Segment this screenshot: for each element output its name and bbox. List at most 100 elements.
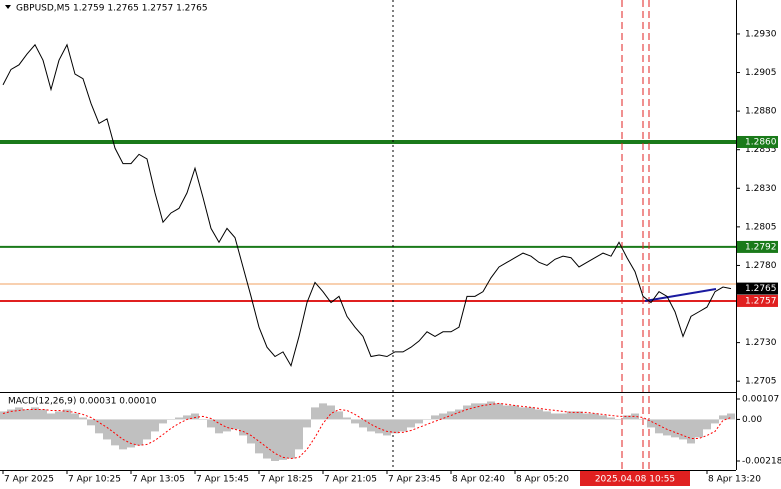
macd-bar xyxy=(15,407,23,420)
x-tick-label: 8 Apr 05:20 xyxy=(516,475,569,485)
price-label: 1.2757 xyxy=(745,296,777,306)
macd-bar xyxy=(567,411,575,420)
trend-line xyxy=(644,288,717,302)
macd-bar xyxy=(263,419,271,459)
macd-bar xyxy=(503,405,511,420)
macd-bar xyxy=(223,419,231,432)
macd-bar xyxy=(543,411,551,420)
macd-bar xyxy=(7,409,15,420)
x-tick-label: 7 Apr 18:25 xyxy=(260,475,313,485)
indicator-title: MACD(12,26,9) 0.00031 0.00010 xyxy=(8,397,157,407)
macd-bar xyxy=(119,419,127,450)
macd-bar xyxy=(287,419,295,459)
macd-bar xyxy=(719,415,727,420)
macd-bar xyxy=(527,407,535,420)
header-icon xyxy=(5,5,11,9)
price-label: 1.2860 xyxy=(745,137,777,147)
macd-bar xyxy=(711,419,719,424)
macd-bar xyxy=(599,415,607,420)
macd-bar xyxy=(79,417,87,420)
macd-bar xyxy=(111,419,119,446)
macd-bar xyxy=(663,419,671,436)
macd-bar xyxy=(367,419,375,432)
crosshair-box xyxy=(580,471,690,486)
macd-bar xyxy=(679,419,687,440)
macd-bar xyxy=(375,419,383,434)
macd-bar xyxy=(247,419,255,444)
x-tick-label: 7 Apr 2025 xyxy=(4,475,54,485)
macd-bar xyxy=(487,401,495,420)
macd-bar xyxy=(255,419,263,454)
macd-bar xyxy=(167,419,175,420)
macd-bar xyxy=(191,413,199,420)
macd-bar xyxy=(727,413,735,420)
macd-bar xyxy=(695,419,703,438)
x-tick-label: 7 Apr 23:45 xyxy=(388,475,441,485)
macd-bar xyxy=(463,405,471,420)
macd-bar xyxy=(439,413,447,420)
macd-bar xyxy=(511,405,519,420)
macd-bar xyxy=(455,409,463,420)
macd-bar xyxy=(87,419,95,426)
y-tick-label: 0.00 xyxy=(742,415,762,425)
macd-bar xyxy=(551,413,559,420)
macd-bar xyxy=(391,419,399,434)
macd-bar xyxy=(647,419,655,428)
macd-bar xyxy=(639,419,647,420)
macd-bar xyxy=(407,419,415,428)
macd-bar xyxy=(47,413,55,420)
price-line xyxy=(2,43,732,368)
macd-bar xyxy=(143,419,151,440)
price-label: 1.2792 xyxy=(745,242,777,252)
macd-bar xyxy=(151,419,159,432)
y-tick-label: 1.2805 xyxy=(745,222,777,232)
x-tick-label: 7 Apr 10:25 xyxy=(68,475,121,485)
macd-bar xyxy=(687,419,695,444)
macd-bar xyxy=(239,419,247,436)
price-label-box xyxy=(737,294,778,307)
macd-bar xyxy=(279,419,287,460)
price-label-box xyxy=(737,282,778,295)
macd-bar xyxy=(399,419,407,432)
y-tick-label: 1.2930 xyxy=(745,29,777,39)
y-tick-label: 1.2830 xyxy=(745,184,777,194)
macd-bar xyxy=(519,407,527,420)
x-tick-label: 7 Apr 21:05 xyxy=(324,475,377,485)
macd-bar xyxy=(135,419,143,446)
macd-bar xyxy=(351,419,359,424)
macd-bar xyxy=(327,405,335,420)
y-tick-label: 1.2705 xyxy=(745,377,777,387)
macd-bar xyxy=(271,419,279,461)
y-tick-label: 1.2855 xyxy=(745,145,777,155)
macd-bar xyxy=(631,413,639,420)
macd-bar xyxy=(31,407,39,420)
crosshair-label: 2025.04.08 10:55 xyxy=(595,475,675,485)
macd-bar xyxy=(671,419,679,438)
macd-bar xyxy=(127,419,135,448)
macd-bar xyxy=(343,417,351,420)
price-label-box xyxy=(737,240,778,253)
macd-bar xyxy=(319,403,327,420)
macd-bar xyxy=(591,413,599,420)
macd-bar xyxy=(575,411,583,420)
price-label-box xyxy=(737,135,778,148)
y-tick-label: 1.2730 xyxy=(745,338,777,348)
x-tick-label: 7 Apr 13:05 xyxy=(132,475,185,485)
macd-bar xyxy=(0,411,7,420)
macd-bar xyxy=(231,419,239,430)
macd-bar xyxy=(535,409,543,420)
price-label: 1.2765 xyxy=(745,284,777,294)
x-tick-label: 8 Apr 02:40 xyxy=(452,475,505,485)
signal-line xyxy=(2,402,732,460)
macd-bar xyxy=(615,419,623,420)
y-tick-label: 0.00107 xyxy=(742,395,779,405)
macd-bar xyxy=(423,419,431,420)
macd-bar xyxy=(183,415,191,420)
macd-bar xyxy=(71,413,79,420)
vertical-markers xyxy=(392,0,650,470)
y-tick-label: 1.2905 xyxy=(745,68,777,78)
macd-bar xyxy=(607,417,615,420)
macd-bar xyxy=(159,419,167,424)
